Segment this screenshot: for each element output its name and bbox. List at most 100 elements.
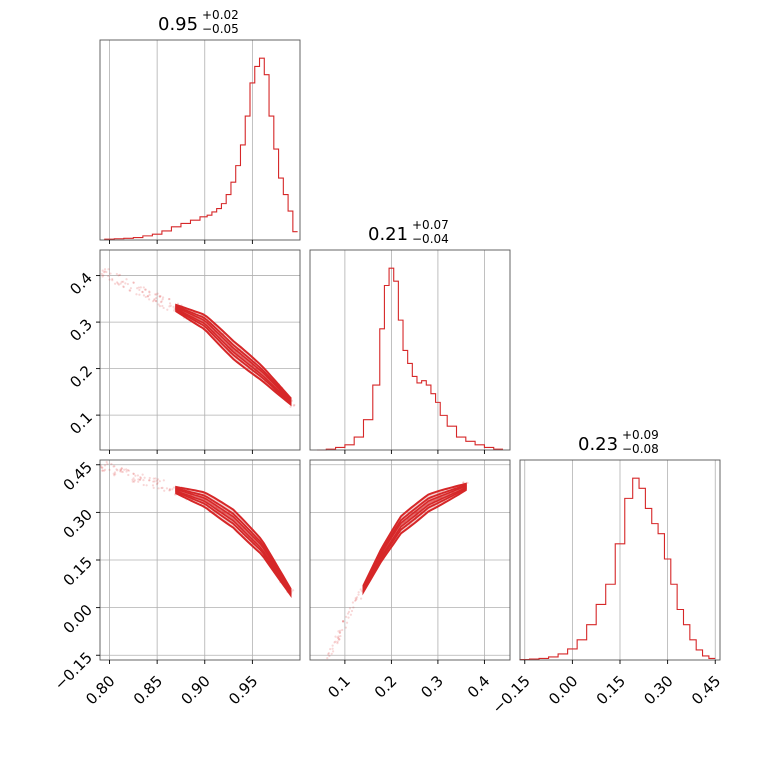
histogram-2 <box>519 477 716 661</box>
sample-point <box>101 466 104 469</box>
hist-2-bin-21 <box>690 640 696 660</box>
sample-point <box>139 478 142 481</box>
sample-point <box>359 597 363 600</box>
sample-point <box>124 282 127 285</box>
sample-point <box>350 609 354 613</box>
hist-2-bin-15 <box>652 524 658 660</box>
sample-point <box>105 460 108 464</box>
sample-point <box>160 486 163 490</box>
sample-point <box>342 620 345 623</box>
sample-point <box>338 638 341 641</box>
sample-point <box>331 647 334 650</box>
x-tick-label-p2-4: 0.45 <box>688 672 724 708</box>
sample-point <box>100 466 103 469</box>
sample-point <box>146 295 150 298</box>
sample-point <box>101 275 104 278</box>
sample-point <box>161 298 164 301</box>
sample-point <box>148 298 151 301</box>
sample-point <box>132 477 135 480</box>
sample-point <box>292 404 295 407</box>
sample-point <box>115 468 118 471</box>
sample-point <box>172 486 176 489</box>
sample-point <box>345 615 348 618</box>
sample-point <box>115 281 119 284</box>
sample-point <box>129 287 133 290</box>
hist-2-bin-7 <box>587 625 597 660</box>
sample-point <box>348 607 352 610</box>
sample-point <box>125 468 128 471</box>
sample-point <box>144 295 147 299</box>
sample-point <box>152 480 155 483</box>
sample-point <box>354 596 357 600</box>
hist-2-bin-14 <box>645 508 651 660</box>
hist-0-bin-9 <box>190 220 200 240</box>
contour-middle <box>362 483 467 594</box>
sample-point <box>154 293 157 296</box>
hist-0-bin-4 <box>143 236 153 240</box>
contour-middle <box>175 487 292 597</box>
hist-0-bin-19 <box>245 116 250 240</box>
x-tick-label-p0-2: 0.90 <box>178 672 214 708</box>
tick-marks <box>96 240 716 664</box>
sample-point <box>337 635 340 638</box>
sample-point <box>336 642 339 645</box>
sample-point <box>319 668 321 670</box>
sample-point <box>347 616 350 619</box>
y-tick-label-p1-0: 0.1 <box>66 408 96 438</box>
sample-point <box>321 661 323 663</box>
sample-point <box>100 272 103 276</box>
sample-point <box>137 478 140 481</box>
sample-point <box>322 669 324 671</box>
sample-point <box>158 295 161 298</box>
sample-point <box>341 620 345 623</box>
sample-point <box>161 296 165 299</box>
param-title-0: 0.95 +0.02−0.05 <box>158 8 239 36</box>
sample-point <box>154 299 157 302</box>
data-layer <box>100 57 716 691</box>
sample-point <box>131 478 134 481</box>
x-tick-label-p1-1: 0.2 <box>371 672 401 702</box>
title-median: 0.95 <box>158 14 198 35</box>
sample-point <box>171 488 174 491</box>
sample-point <box>326 660 328 662</box>
sample-point <box>322 663 324 665</box>
hist-1-bin-15 <box>417 383 422 450</box>
sample-point <box>355 596 359 599</box>
sample-point <box>119 468 122 471</box>
sample-point <box>315 674 317 676</box>
pair-panel-0-2 <box>100 460 295 599</box>
sample-point <box>132 281 135 284</box>
sample-point <box>152 477 155 480</box>
hist-0-bin-23 <box>264 75 269 240</box>
sample-point <box>168 297 171 301</box>
sample-point <box>331 644 334 647</box>
sample-point <box>148 476 151 480</box>
sample-point <box>153 298 156 301</box>
sample-point <box>117 274 120 277</box>
hist-1-bin-5 <box>363 420 372 450</box>
sample-point <box>352 606 355 609</box>
sample-point <box>103 464 107 467</box>
hist-1-bin-21 <box>447 426 456 450</box>
sample-point <box>291 589 295 592</box>
hist-2-bin-23 <box>703 656 709 660</box>
hist-0-bin-16 <box>231 182 236 240</box>
sample-point <box>167 297 171 301</box>
hist-0-bin-14 <box>221 204 226 240</box>
sample-point <box>316 680 318 682</box>
sample-point <box>132 480 136 483</box>
sample-point <box>136 287 139 290</box>
sample-point <box>314 675 316 677</box>
histogram-1 <box>316 267 504 451</box>
sample-point <box>113 474 116 477</box>
sample-point <box>131 480 134 483</box>
sample-point <box>315 678 317 680</box>
sample-point <box>126 282 130 286</box>
sample-point <box>311 689 313 691</box>
hist-1-bin-11 <box>398 320 403 450</box>
sample-point <box>357 591 360 594</box>
sample-point <box>120 467 123 470</box>
hist-0-bin-7 <box>171 227 181 240</box>
sample-point <box>324 662 326 664</box>
sample-point <box>316 672 318 674</box>
